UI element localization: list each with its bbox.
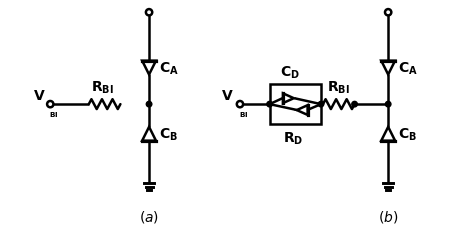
Circle shape xyxy=(352,102,357,107)
Circle shape xyxy=(267,102,273,107)
Circle shape xyxy=(318,102,324,107)
Text: $\mathbf{V}$: $\mathbf{V}$ xyxy=(221,89,234,103)
Text: $(b)$: $(b)$ xyxy=(378,208,398,224)
Text: $\mathbf{_{BI}}$: $\mathbf{_{BI}}$ xyxy=(239,109,248,120)
Circle shape xyxy=(385,10,392,16)
Circle shape xyxy=(146,10,152,16)
Text: $\mathbf{R_{BI}}$: $\mathbf{R_{BI}}$ xyxy=(91,79,114,95)
Circle shape xyxy=(47,102,54,108)
Text: $\mathbf{C_D}$: $\mathbf{C_D}$ xyxy=(281,65,300,81)
Text: $(a)$: $(a)$ xyxy=(139,208,159,224)
Circle shape xyxy=(385,102,391,107)
Circle shape xyxy=(237,102,243,108)
Text: $\mathbf{C_A}$: $\mathbf{C_A}$ xyxy=(159,60,179,76)
Text: $\mathbf{V}$: $\mathbf{V}$ xyxy=(33,89,46,103)
Text: $\mathbf{C_B}$: $\mathbf{C_B}$ xyxy=(159,126,178,142)
Text: $\mathbf{R_{BI}}$: $\mathbf{R_{BI}}$ xyxy=(328,79,350,95)
Text: $\mathbf{C_A}$: $\mathbf{C_A}$ xyxy=(398,60,418,76)
Text: $\mathbf{_{BI}}$: $\mathbf{_{BI}}$ xyxy=(49,109,59,120)
Bar xyxy=(270,85,321,124)
Text: $\mathbf{R_D}$: $\mathbf{R_D}$ xyxy=(283,130,303,146)
Circle shape xyxy=(146,102,152,107)
Text: $\mathbf{C_B}$: $\mathbf{C_B}$ xyxy=(398,126,417,142)
